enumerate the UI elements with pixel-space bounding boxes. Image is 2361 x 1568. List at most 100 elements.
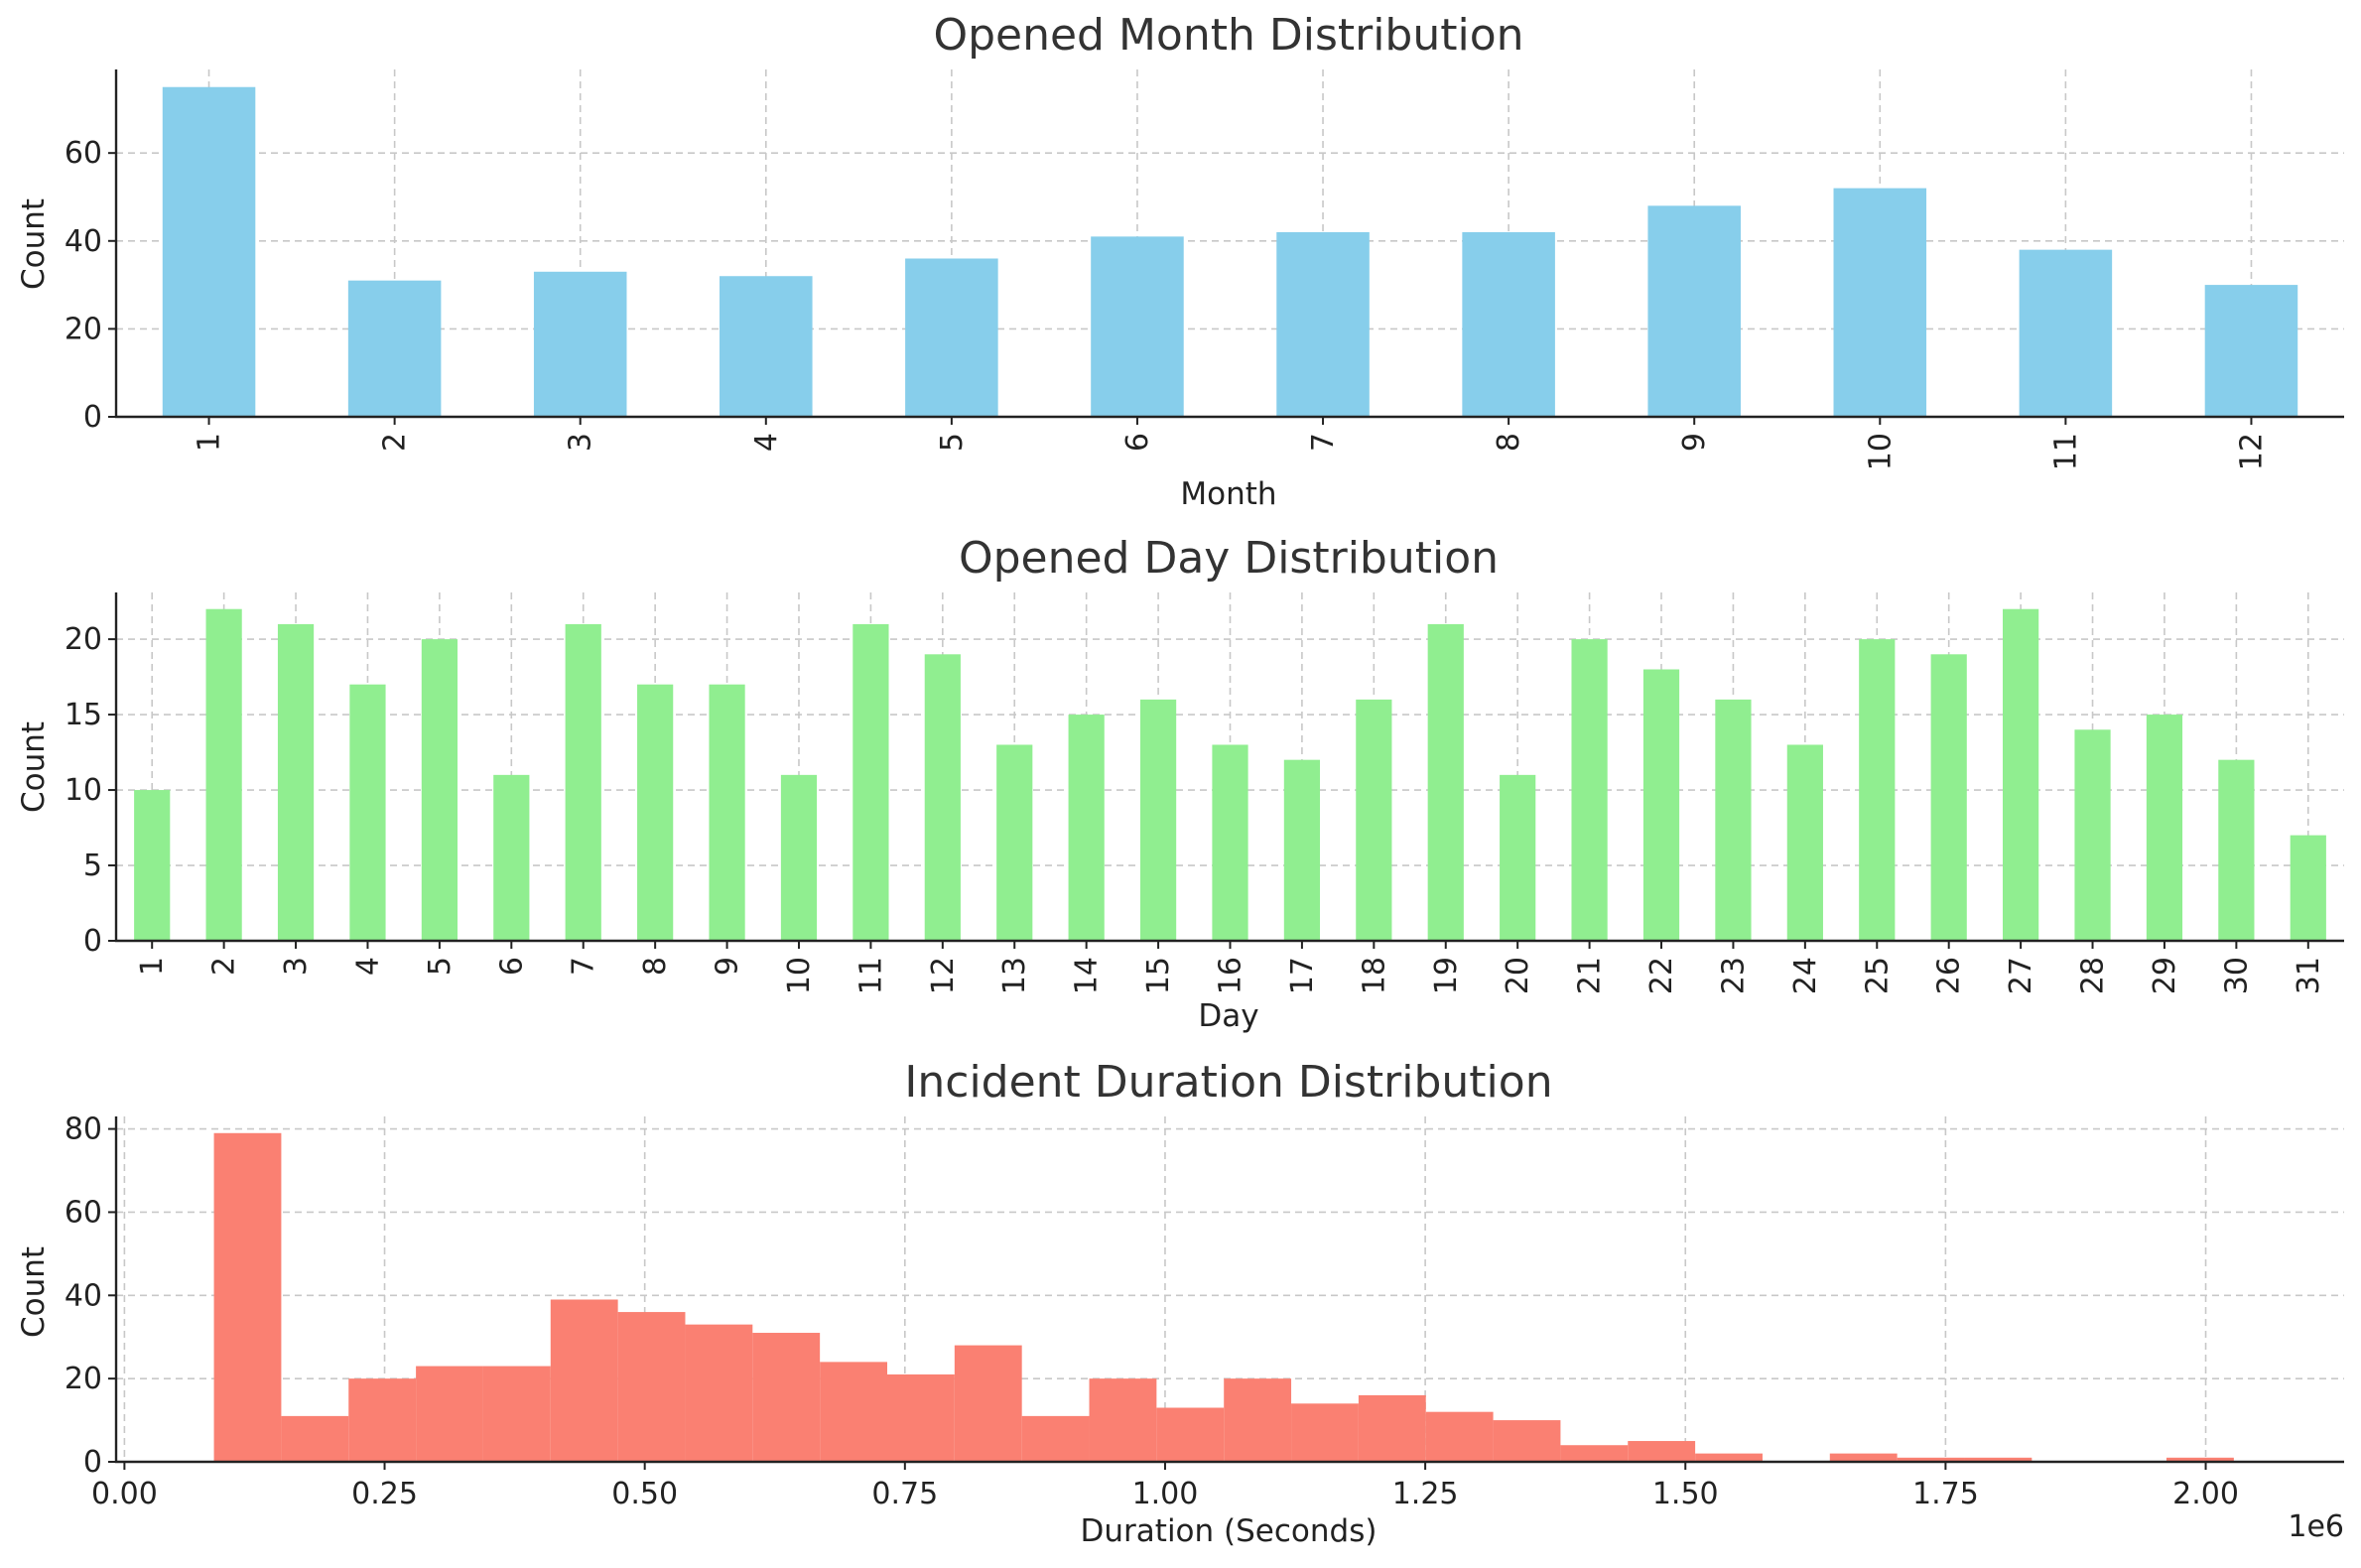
day-x-tick-label: 27 (2004, 957, 2038, 994)
day-bar (1715, 699, 1752, 941)
duration-histogram-bar (1897, 1457, 1965, 1462)
day-x-tick-label: 28 (2076, 957, 2111, 994)
duration-chart-title: Incident Duration Distribution (904, 1057, 1552, 1108)
day-y-tick-label: 20 (65, 622, 102, 657)
day-x-tick-label: 26 (1932, 957, 1967, 994)
day-bar (134, 790, 171, 941)
duration-histogram-bar (2166, 1457, 2234, 1462)
duration-histogram-bar (1560, 1445, 1629, 1462)
duration-histogram-bar (1425, 1411, 1494, 1462)
duration-histogram-bar (1358, 1394, 1426, 1462)
day-x-tick-label: 6 (494, 957, 529, 976)
duration-histogram-bar (1291, 1403, 1359, 1462)
day-bar (1212, 744, 1248, 941)
duration-histogram-bar (416, 1366, 483, 1462)
day-bar (1500, 774, 1536, 941)
day-y-tick-label: 15 (65, 698, 102, 732)
month-bar (1462, 231, 1555, 417)
duration-histogram-bar (1224, 1378, 1292, 1462)
day-x-tick-label: 8 (638, 957, 673, 976)
month-x-tick-label: 10 (1863, 433, 1898, 470)
month-x-tick-label: 9 (1677, 433, 1712, 452)
day-x-tick-label: 29 (2148, 957, 2182, 994)
duration-chart-bars (213, 1132, 2234, 1462)
duration-x-tick-label: 1.50 (1652, 1477, 1719, 1511)
day-x-tick-label: 2 (207, 957, 242, 976)
day-x-tick-label: 16 (1214, 957, 1248, 994)
day-x-tick-label: 4 (350, 957, 385, 976)
day-y-tick-label: 10 (65, 773, 102, 808)
day-x-tick-label: 19 (1429, 957, 1464, 994)
day-bar (780, 774, 818, 941)
duration-histogram-bar (820, 1362, 887, 1462)
day-bar (1283, 759, 1321, 941)
month-bar (162, 86, 256, 417)
duration-y-tick-label: 20 (65, 1362, 102, 1396)
duration-x-tick-label: 0.00 (91, 1477, 158, 1511)
duration-x-tick-label: 0.25 (351, 1477, 418, 1511)
month-x-tick-label: 3 (564, 433, 598, 452)
day-x-tick-label: 12 (926, 957, 961, 994)
day-x-tick-label: 10 (782, 957, 817, 994)
duration-histogram-bar (1628, 1441, 1696, 1462)
duration-histogram-bar (1695, 1453, 1763, 1462)
day-x-tick-label: 15 (1141, 957, 1176, 994)
day-x-tick-label: 9 (711, 957, 745, 976)
duration-x-tick-label: 0.75 (871, 1477, 938, 1511)
day-y-tick-label: 0 (83, 924, 102, 959)
day-bar (2218, 759, 2255, 941)
day-bar (853, 623, 889, 941)
day-bar (205, 608, 242, 941)
day-y-tick-label: 5 (83, 849, 102, 883)
duration-chart: Incident Duration Distribution 0 20 40 60 80… (16, 1057, 2344, 1549)
day-bar (1859, 639, 1896, 941)
day-bar (996, 744, 1033, 941)
day-chart-ylabel: Count (16, 721, 52, 813)
month-bar (720, 276, 813, 417)
duration-histogram-bar (617, 1312, 686, 1462)
month-y-tick-label: 60 (65, 136, 102, 171)
duration-y-tick-label: 0 (83, 1445, 102, 1480)
duration-histogram-bar (1156, 1407, 1225, 1462)
month-chart-xlabel: Month (1180, 476, 1276, 512)
day-bar (1068, 715, 1105, 941)
month-x-tick-label: 5 (935, 433, 970, 452)
day-x-tick-label: 17 (1285, 957, 1320, 994)
day-chart-bars (134, 608, 2326, 941)
duration-histogram-bar (213, 1132, 282, 1462)
duration-x-tick-label: 0.50 (611, 1477, 678, 1511)
day-bar (1786, 744, 1823, 941)
day-bar (277, 623, 315, 941)
duration-y-tick-label: 60 (65, 1195, 102, 1230)
day-x-tick-label: 23 (1716, 957, 1751, 994)
month-chart-title: Opened Month Distribution (933, 10, 1523, 61)
month-y-tick-label: 40 (65, 224, 102, 259)
month-x-tick-label: 4 (749, 433, 784, 452)
day-x-tick-label: 13 (997, 957, 1032, 994)
day-bar (2003, 608, 2039, 941)
duration-chart-ylabel: Count (16, 1246, 52, 1338)
duration-histogram-bar (482, 1366, 551, 1462)
day-x-tick-label: 3 (279, 957, 314, 976)
month-x-tick-label: 2 (378, 433, 413, 452)
day-bar (2146, 715, 2183, 941)
duration-x-tick-label: 2.00 (2172, 1477, 2239, 1511)
month-spines (114, 69, 2344, 419)
day-bar (637, 684, 674, 941)
month-bar (2019, 249, 2113, 417)
duration-histogram-bar (752, 1333, 821, 1462)
day-bar (1930, 654, 1967, 941)
month-bar (1647, 205, 1741, 417)
month-y-tick-label: 0 (83, 400, 102, 435)
day-x-tick-label: 24 (1788, 957, 1823, 994)
month-chart-ylabel: Count (16, 198, 52, 290)
duration-histogram-bar (348, 1378, 417, 1462)
day-bar (565, 623, 601, 941)
duration-spines (114, 1116, 2344, 1464)
duration-histogram-bar (1021, 1415, 1090, 1462)
day-x-tick-label: 11 (853, 957, 888, 994)
month-bar (1833, 188, 1927, 417)
